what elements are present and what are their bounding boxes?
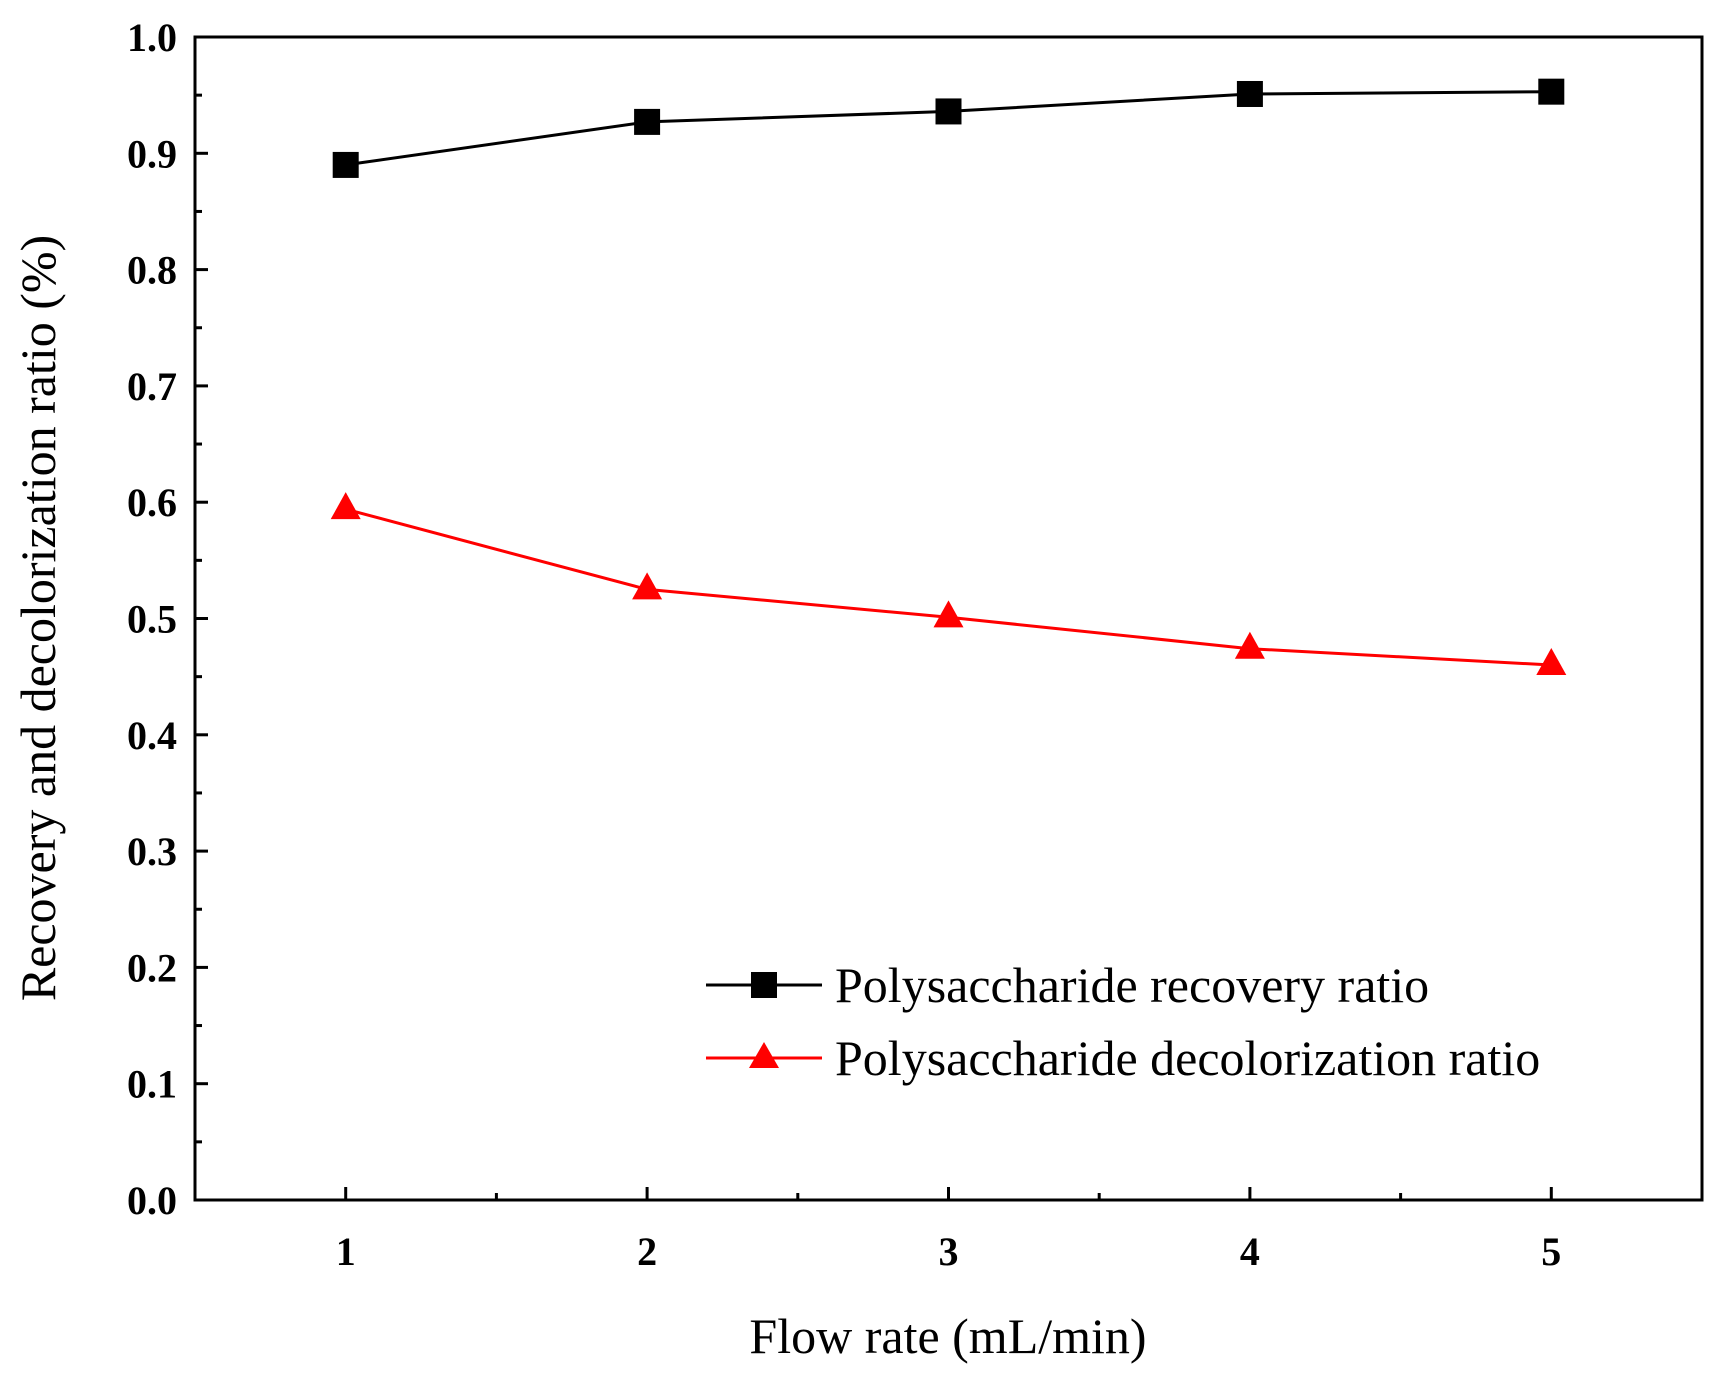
- x-tick-label: 5: [1541, 1229, 1561, 1274]
- x-axis-title: Flow rate (mL/min): [749, 1308, 1146, 1364]
- x-tick-label: 2: [637, 1229, 657, 1274]
- data-point-triangle: [933, 600, 964, 628]
- data-point-triangle: [330, 492, 361, 520]
- y-tick-label: 1.0: [127, 15, 177, 60]
- data-point-triangle: [1536, 648, 1567, 676]
- data-point-square: [1236, 80, 1263, 107]
- y-tick-label: 0.9: [127, 131, 177, 176]
- y-tick-label: 0.5: [127, 597, 177, 642]
- y-tick-label: 0.2: [127, 945, 177, 990]
- legend-label-recovery: Polysaccharide recovery ratio: [835, 957, 1429, 1013]
- data-point-triangle: [1234, 631, 1265, 659]
- y-tick-label: 0.1: [127, 1062, 177, 1107]
- legend-marker-triangle: [749, 1042, 779, 1068]
- data-point-square: [1538, 78, 1565, 105]
- y-tick-label: 0.6: [127, 480, 177, 525]
- data-point-square: [332, 151, 359, 178]
- x-tick-label: 4: [1240, 1229, 1260, 1274]
- y-tick-label: 0.4: [127, 713, 177, 758]
- legend-label-decolorization: Polysaccharide decolorization ratio: [835, 1030, 1540, 1086]
- legend: Polysaccharide recovery ratio Polysaccha…: [706, 957, 1540, 1086]
- y-tick-label: 0.0: [127, 1178, 177, 1223]
- y-axis-title: Recovery and decolorization ratio (%): [10, 235, 66, 1001]
- x-tick-label: 3: [939, 1229, 959, 1274]
- y-tick-label: 0.7: [127, 364, 177, 409]
- y-tick-label: 0.8: [127, 248, 177, 293]
- data-point-square: [634, 108, 661, 135]
- legend-marker-square: [751, 972, 777, 998]
- data-point-triangle: [632, 572, 663, 600]
- data-point-square: [935, 98, 962, 125]
- series-line-1: [345, 507, 1552, 667]
- y-tick-label: 0.3: [127, 829, 177, 874]
- y-axis-ticks: 0.0 0.1 0.2 0.3 0.4 0.5 0.6 0.7 0.8 0.9 1.0: [127, 15, 208, 1223]
- series-layer: [330, 78, 1567, 676]
- x-tick-label: 1: [336, 1229, 356, 1274]
- x-axis-ticks: 1 2 3 4 5: [336, 1187, 1561, 1274]
